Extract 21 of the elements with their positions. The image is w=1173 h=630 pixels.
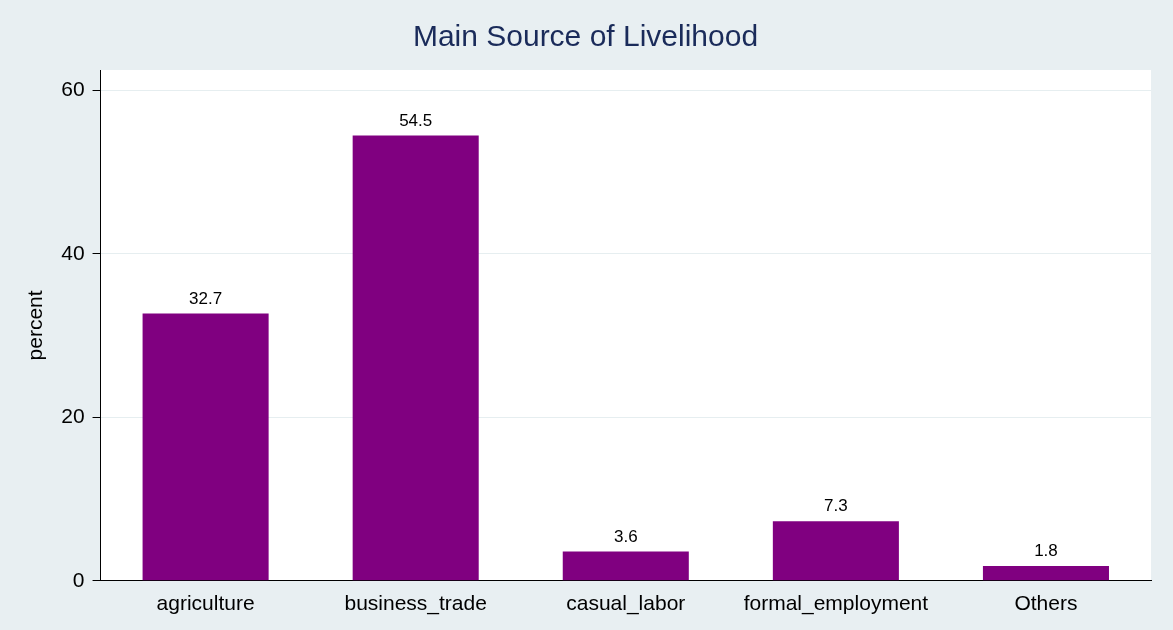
data-label: 7.3 bbox=[824, 496, 848, 516]
data-label: 54.5 bbox=[399, 110, 433, 130]
y-tick-label: 60 bbox=[61, 77, 85, 101]
x-tick-label: agriculture bbox=[156, 591, 255, 615]
y-tick-label: 0 bbox=[72, 567, 85, 591]
y-axis-title: percent bbox=[23, 290, 47, 361]
data-label: 32.7 bbox=[189, 288, 223, 308]
y-tick-label: 40 bbox=[61, 240, 85, 264]
y-tick-label: 20 bbox=[61, 404, 85, 428]
data-label: 3.6 bbox=[613, 526, 638, 546]
data-label: 1.8 bbox=[1034, 541, 1058, 561]
x-tick-label: business_trade bbox=[344, 591, 487, 616]
bar bbox=[352, 135, 479, 581]
chart-title: Main Source of Livelihood bbox=[412, 19, 759, 53]
bar bbox=[982, 566, 1109, 581]
bar bbox=[562, 551, 689, 581]
bar bbox=[772, 521, 899, 581]
bar bbox=[142, 313, 269, 581]
x-tick-label: formal_employment bbox=[743, 591, 929, 616]
x-tick-label: casual_labor bbox=[566, 591, 686, 616]
x-tick-label: Others bbox=[1014, 591, 1078, 615]
